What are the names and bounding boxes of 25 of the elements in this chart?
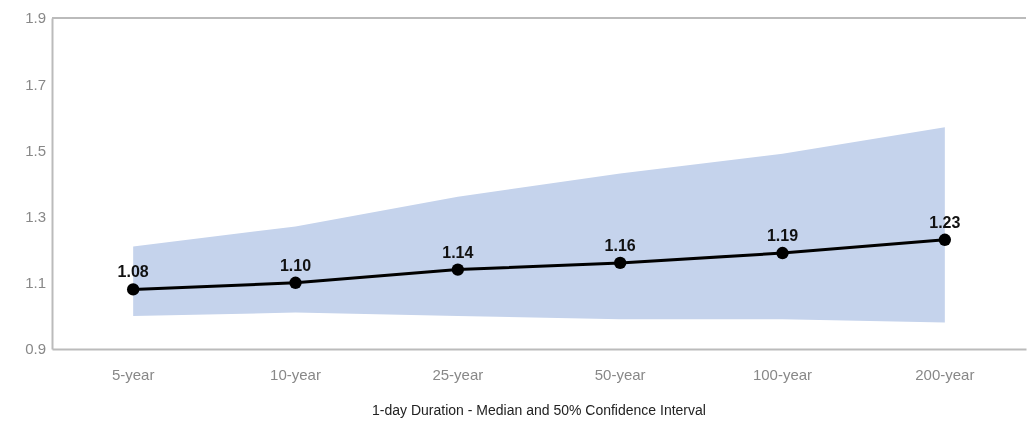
x-tick-label: 200-year — [915, 365, 975, 383]
x-tick-label: 100-year — [752, 365, 813, 383]
x-axis-title: 1-day Duration - Median and 50% Confidence Interval — [372, 402, 706, 418]
x-tick-label: 10-year — [270, 365, 321, 383]
data-label: 1.08 — [117, 263, 149, 281]
point — [451, 263, 465, 276]
y-tick-label: 1.1 — [25, 274, 46, 292]
x-tick-label: 5-year — [111, 365, 155, 383]
y-tick-label: 0.9 — [25, 340, 46, 358]
x-tick-label: 50-year — [594, 365, 646, 383]
point — [126, 283, 140, 296]
point — [776, 246, 789, 260]
x-tick-label: 25-year — [432, 365, 484, 383]
y-tick-label: 1.5 — [25, 141, 46, 159]
y-tick-label: 1.9 — [25, 9, 46, 27]
y-tick-label: 1.7 — [25, 75, 46, 93]
point — [938, 233, 952, 246]
data-label: 1.16 — [604, 236, 636, 254]
y-tick-label: 1.3 — [25, 207, 46, 225]
point — [613, 256, 627, 270]
data-label: 1.14 — [442, 243, 474, 261]
data-label: 1.10 — [279, 256, 312, 274]
data-label: 1.23 — [929, 213, 961, 231]
point — [289, 276, 302, 289]
data-label: 1.19 — [766, 227, 799, 245]
